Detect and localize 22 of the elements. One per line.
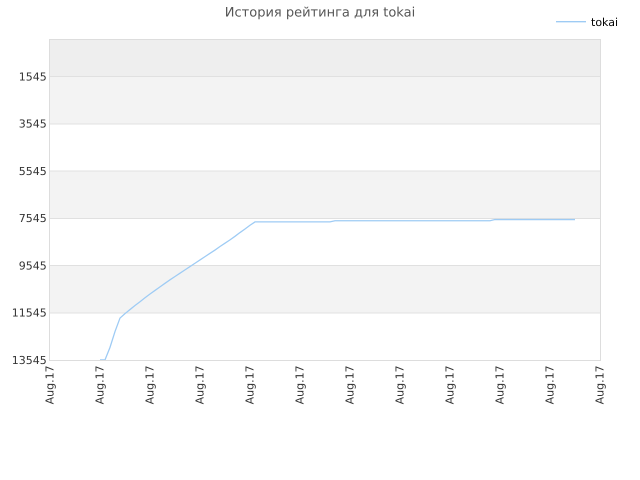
x-tick-label: Aug.17 xyxy=(394,365,407,404)
y-tick-label: 13545 xyxy=(12,354,47,367)
x-tick-label: Aug.17 xyxy=(194,365,207,404)
x-tick-label: Aug.17 xyxy=(594,365,607,404)
y-tick-label: 9545 xyxy=(18,259,47,272)
x-tick-label: Aug.17 xyxy=(444,365,457,404)
x-tick-label: Aug.17 xyxy=(544,365,557,404)
x-tick-label: Aug.17 xyxy=(244,365,257,404)
y-tick-label: 11545 xyxy=(12,306,47,320)
x-tick-label: Aug.17 xyxy=(94,365,107,404)
line-series xyxy=(99,218,576,360)
x-tick-label: Aug.17 xyxy=(44,365,57,404)
y-tick-label: 5545 xyxy=(18,164,47,178)
y-tick-label: 1545 xyxy=(18,70,47,84)
chart-title: История рейтинга для tokai xyxy=(224,5,416,20)
y-tick-label: 7545 xyxy=(18,212,47,226)
x-tick-label: Aug.17 xyxy=(294,365,307,404)
x-tick-label: Aug.17 xyxy=(344,365,357,404)
y-tick-label: 3545 xyxy=(18,118,47,131)
x-tick-label: Aug.17 xyxy=(494,365,507,404)
legend-label: tokai xyxy=(591,16,618,29)
x-tick-label: Aug.17 xyxy=(144,365,157,404)
